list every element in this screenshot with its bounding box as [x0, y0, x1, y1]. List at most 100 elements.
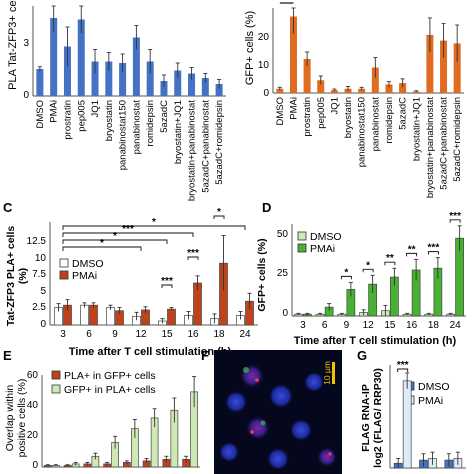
panel-b-x-tick-label: prostratin: [302, 97, 313, 137]
panel-d-ytick-0: 0: [282, 308, 288, 319]
panel-c: C Tat-ZFP3 PLA+ cells (%) 12.5 10 7.5 5 …: [3, 200, 258, 358]
panel-a-x-tick-label: pep005: [76, 100, 87, 132]
panel-c-significance-bracket: [62, 246, 142, 251]
pla-signal: [250, 430, 254, 434]
panel-c-x-tick-label: 9: [112, 329, 118, 340]
panel-d-significance-bracket: [406, 252, 418, 257]
panel-d-plot: 3 6 9 12 15 16 18 24****** ******: [291, 211, 466, 331]
panel-a-x-tick-label: 5azadC: [159, 100, 170, 133]
panel-e-letter: E: [3, 348, 12, 363]
panel-b-bar: [289, 16, 297, 93]
panel-d-significance-label: **: [386, 253, 394, 264]
panel-e-legend-pla-swatch: [51, 370, 61, 380]
panel-a-bar: [77, 19, 85, 96]
panel-a: PLA Tat-ZFP3+ cells 3 0 DMSO PMAi prostrat…: [7, 0, 226, 201]
panel-c-significance-bracket: [62, 232, 194, 237]
cell-nucleus: [225, 391, 247, 413]
panel-b-bar: [453, 43, 461, 93]
panel-b-x-tick-label: 5azadC: [398, 97, 409, 130]
panel-c-letter: C: [3, 200, 13, 215]
panel-e: E Overlap within positive cells (%) 60 4…: [3, 348, 200, 471]
panel-g-plot: ***: [389, 360, 466, 469]
panel-c-xlabel: Time after T cell stimulation (h): [69, 346, 232, 358]
panel-d-legend-pmai: PMAi: [310, 243, 335, 255]
panel-a-bar: [146, 61, 154, 96]
panel-c-ytick-12-5: 12.5: [27, 236, 47, 247]
panel-b-x-tick-label: romidepsin: [384, 97, 395, 143]
cell-nucleus: [269, 384, 293, 408]
panel-a-x-tick-label: PMAi: [49, 100, 60, 123]
panel-b-x-tick-label: pep005: [316, 97, 327, 129]
panel-c-bar: [89, 304, 98, 326]
panel-c-bar: [80, 304, 89, 326]
panel-c-x-tick-label: 6: [86, 329, 92, 340]
panel-d-x-tick-label: 24: [450, 320, 462, 331]
panel-a-x-tick-label: prostratin: [62, 100, 73, 140]
panel-g-significance-bracket: [397, 368, 409, 372]
panel-b-bar: [371, 67, 379, 93]
panel-e-ylabel-line2: positive cells (%): [16, 379, 28, 458]
panel-g-letter: G: [357, 348, 367, 363]
panel-b-bar: [440, 40, 448, 93]
panel-a-bar: [91, 61, 99, 96]
panel-d-ytick-50: 50: [277, 229, 289, 240]
cell-nucleus: [246, 416, 270, 440]
panel-b-x-tick-label: JQ1: [329, 97, 340, 114]
panel-c-ytick-10: 10: [35, 253, 47, 264]
scale-bar: [332, 362, 335, 384]
panel-b-x-tick-label: DMSO: [275, 97, 286, 126]
panel-c-significance-label: ***: [161, 276, 173, 287]
panel-c-plot: 3 6 9 12 15 16 18 24*************: [49, 207, 258, 340]
panel-d-x-tick-label: 15: [384, 320, 396, 331]
panel-d-letter: D: [262, 200, 271, 215]
panel-c-significance-label: *: [152, 217, 156, 228]
panel-c-bar: [167, 308, 176, 326]
panel-c-ytick-5: 5: [40, 286, 46, 297]
panel-c-x-tick-label: 12: [135, 329, 147, 340]
panel-b-bar: [317, 80, 325, 93]
scale-bar-label: 10 μm: [322, 361, 332, 385]
panel-b-x-tick-label: bryostatin+panabinostat: [425, 97, 436, 199]
pla-signal: [328, 452, 332, 456]
panel-c-significance-label: ***: [122, 224, 134, 235]
panel-b-bar: [303, 59, 311, 93]
panel-b-bar: [358, 88, 366, 93]
panel-c-legend-dmso-swatch: [59, 258, 69, 268]
panel-c-ytick-2-5: 2.5: [32, 302, 46, 313]
panel-c-significance-bracket: [161, 284, 173, 288]
panel-a-bar: [174, 70, 182, 96]
panel-a-x-tick-label: bryostatin+panabinostat: [187, 100, 198, 202]
panel-g-legend-dmso: DMSO: [418, 381, 450, 393]
panel-b-bar: [426, 34, 434, 93]
panel-e-ylabel: Overlap within: [4, 385, 16, 452]
panel-c-legend-dmso: DMSO: [72, 258, 104, 270]
cell-nucleus: [219, 442, 239, 462]
panel-e-legend-gfp: GFP+ in PLA+ cells: [64, 384, 156, 396]
pla-signal: [255, 378, 259, 382]
panel-e-plot: [41, 375, 200, 468]
panel-a-bar: [188, 73, 196, 96]
panel-c-significance-bracket: [62, 225, 246, 230]
panel-b-plot: DMSO PMAi prostratin pep005 JQ1 bryostatin pan…: [272, 2, 464, 199]
panel-b-ytick-10: 10: [258, 60, 270, 71]
panel-a-bar: [50, 18, 58, 96]
panel-a-bar: [63, 46, 71, 96]
panel-b-ytick-20: 20: [258, 32, 270, 43]
panel-a-x-tick-label: 5azadC+romidepsin: [214, 100, 225, 185]
panel-d-x-tick-label: 6: [322, 320, 328, 331]
panel-c-significance-label: ***: [187, 248, 199, 259]
panel-d-legend-dmso: DMSO: [310, 231, 342, 243]
panel-g: G FLAG RNA-IP log2 (FLAG/ RRP30) DMSO PM…: [357, 348, 466, 469]
panel-d-ytick-25: 25: [277, 268, 289, 279]
panel-b: GFP+ cells (%) 20 10 0 DMSO PMAi prostrati…: [244, 2, 464, 199]
panel-g-legend-pmai: PMAi: [418, 395, 443, 407]
panel-a-x-tick-label: romidepsin: [145, 100, 156, 146]
panel-c-significance-label: *: [217, 207, 221, 218]
panel-e-ytick-40: 40: [27, 400, 39, 411]
panel-g-bar: [402, 380, 412, 469]
panel-b-ytick-0: 0: [263, 88, 269, 99]
panel-d-significance-bracket: [427, 251, 439, 255]
panel-g-significance-label: ***: [397, 360, 409, 371]
panel-e-ytick-0: 0: [32, 460, 38, 471]
gfp-signal: [243, 367, 249, 373]
